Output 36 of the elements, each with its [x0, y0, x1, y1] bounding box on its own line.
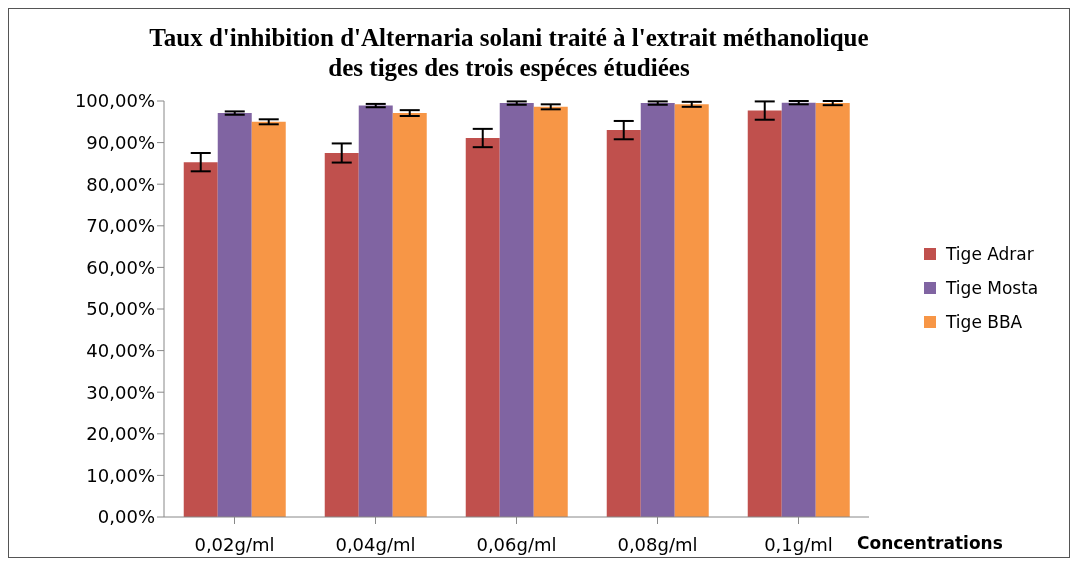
- x-tick-label: 0,06g/ml: [476, 533, 557, 555]
- bar: [392, 113, 427, 517]
- y-tick-label: 0,00%: [97, 506, 155, 528]
- bar: [640, 103, 675, 517]
- bar: [183, 162, 218, 517]
- bar: [747, 110, 782, 517]
- y-tick-label: 80,00%: [86, 173, 155, 195]
- y-tick-label: 10,00%: [86, 464, 155, 486]
- legend-label: Tige Mosta: [946, 278, 1039, 298]
- bar: [217, 113, 252, 517]
- x-tick-label: 0,04g/ml: [335, 533, 416, 555]
- x-tick-label: 0,08g/ml: [617, 533, 698, 555]
- bar: [674, 104, 709, 517]
- y-tick-label: 30,00%: [86, 381, 155, 403]
- x-tick-label: 0,02g/ml: [194, 533, 275, 555]
- bar: [251, 121, 286, 517]
- bar: [533, 106, 568, 517]
- legend-label: Tige BBA: [946, 312, 1023, 332]
- bar: [324, 153, 359, 517]
- bar: [815, 103, 850, 517]
- y-tick-label: 60,00%: [86, 256, 155, 278]
- y-tick-label: 50,00%: [86, 298, 155, 320]
- bar: [499, 103, 534, 517]
- bar: [606, 130, 641, 517]
- bar: [781, 102, 816, 517]
- x-axis-title: Concentrations: [857, 533, 1003, 553]
- y-tick-label: 100,00%: [74, 90, 155, 112]
- y-tick-label: 20,00%: [86, 423, 155, 445]
- legend-label: Tige Adrar: [946, 244, 1034, 264]
- bar: [465, 138, 500, 517]
- y-tick-label: 70,00%: [86, 215, 155, 237]
- y-tick-label: 40,00%: [86, 339, 155, 361]
- x-tick-label: 0,1g/ml: [764, 533, 833, 555]
- bar: [358, 105, 393, 517]
- chart-title: Taux d'inhibition d'Alternaria solani traité à l'extrait méthanolique des tiges des trois espéces étudiées: [148, 23, 870, 83]
- y-tick-label: 90,00%: [86, 131, 155, 153]
